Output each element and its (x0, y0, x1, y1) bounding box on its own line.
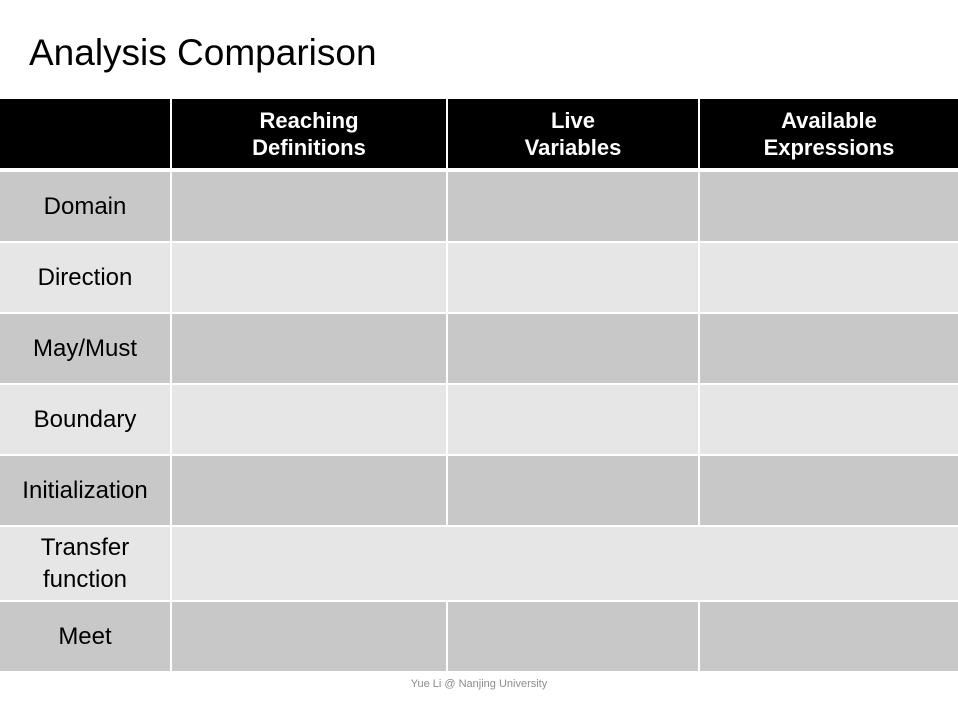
cell-direction-live-variables (446, 241, 699, 313)
row-label-may-must: May/Must (0, 312, 171, 384)
slide-footer: Yue Li @ Nanjing University (410, 678, 548, 690)
header-live-variables: Live Variables (446, 99, 699, 172)
row-label-transfer-function: Transfer function (0, 525, 171, 601)
cell-meet-available-expressions (698, 600, 958, 671)
row-label-domain: Domain (0, 169, 171, 242)
cell-boundary-available-expressions (698, 383, 958, 455)
cell-initialization-reaching-definitions (170, 454, 447, 526)
row-label-boundary: Boundary (0, 383, 171, 455)
table-row: Transfer function (0, 525, 958, 601)
header-available-expressions: Available Expressions (698, 99, 958, 172)
cell-initialization-available-expressions (698, 454, 958, 526)
table-row: Domain (0, 169, 958, 242)
cell-domain-available-expressions (698, 169, 958, 242)
header-reaching-definitions: Reaching Definitions (170, 99, 447, 172)
table-row: Initialization (0, 454, 958, 526)
cell-domain-reaching-definitions (170, 169, 447, 242)
cell-transfer-function-merged (170, 525, 958, 601)
cell-boundary-live-variables (446, 383, 699, 455)
table-row: Direction (0, 241, 958, 313)
cell-direction-available-expressions (698, 241, 958, 313)
cell-may-must-available-expressions (698, 312, 958, 384)
comparison-table: Reaching Definitions Live Variables Avai… (0, 99, 958, 671)
row-label-initialization: Initialization (0, 454, 171, 526)
slide-title: Analysis Comparison (29, 32, 377, 73)
cell-meet-live-variables (446, 600, 699, 671)
cell-domain-live-variables (446, 169, 699, 242)
cell-boundary-reaching-definitions (170, 383, 447, 455)
cell-meet-reaching-definitions (170, 600, 447, 671)
cell-may-must-reaching-definitions (170, 312, 447, 384)
header-corner (0, 99, 171, 172)
cell-may-must-live-variables (446, 312, 699, 384)
table-row: Meet (0, 600, 958, 671)
table-row: May/Must (0, 312, 958, 384)
row-label-direction: Direction (0, 241, 171, 313)
row-label-meet: Meet (0, 600, 171, 671)
table-row: Boundary (0, 383, 958, 455)
cell-initialization-live-variables (446, 454, 699, 526)
table-header-row: Reaching Definitions Live Variables Avai… (0, 99, 958, 172)
cell-direction-reaching-definitions (170, 241, 447, 313)
